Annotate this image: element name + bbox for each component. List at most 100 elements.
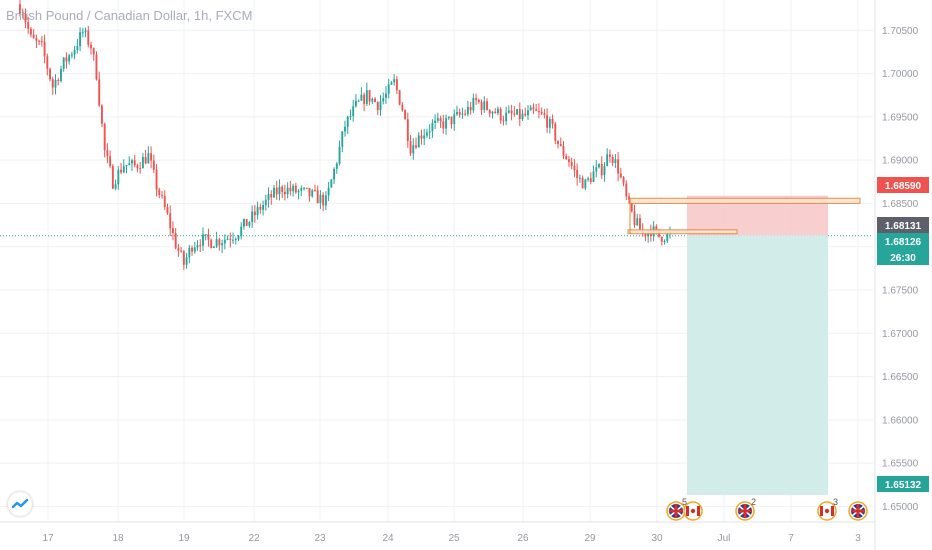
candle-body	[614, 159, 617, 163]
candle-body	[371, 98, 374, 102]
candle	[395, 76, 398, 95]
candle-body	[532, 107, 535, 110]
candle	[155, 164, 158, 197]
candle-body	[382, 97, 385, 102]
candle	[65, 52, 68, 69]
candle-body	[90, 44, 92, 49]
candle	[417, 132, 420, 148]
candle-body	[625, 183, 628, 197]
candle-body	[333, 168, 336, 180]
candle	[464, 109, 467, 117]
candle-body	[114, 184, 117, 189]
candle-body	[603, 166, 606, 176]
candle	[581, 175, 584, 189]
candle-body	[218, 239, 221, 246]
candle-body	[264, 199, 267, 206]
candle	[619, 167, 622, 179]
candle-body	[431, 123, 434, 132]
candle-body	[338, 146, 341, 164]
candle-body	[434, 120, 437, 124]
candle-body	[453, 114, 456, 125]
candle	[565, 153, 568, 160]
candle-body	[475, 98, 478, 100]
candle	[425, 128, 428, 138]
candle	[319, 190, 322, 209]
candle	[161, 190, 163, 199]
candle	[152, 154, 155, 173]
flag-band	[686, 506, 689, 516]
candle-body	[286, 187, 289, 195]
candle	[120, 162, 123, 175]
candle-body	[527, 110, 529, 116]
position-tool[interactable]	[687, 195, 828, 495]
candle-body	[415, 145, 417, 148]
candle-body	[516, 109, 519, 115]
candles	[19, 0, 671, 270]
candle	[278, 179, 281, 201]
price-tag-label: 1.68590	[885, 181, 922, 192]
uk-flag-icon[interactable]: 2	[735, 497, 756, 521]
candle	[259, 203, 262, 214]
candle	[234, 237, 237, 245]
y-tick-label: 1.66500	[882, 372, 919, 383]
candle-body	[133, 160, 136, 166]
supply-zone-box[interactable]	[629, 197, 861, 204]
candle	[458, 108, 461, 118]
candle	[191, 245, 194, 256]
candle-body	[54, 79, 57, 88]
candle	[87, 25, 90, 48]
candle-body	[344, 126, 346, 132]
candle-body	[491, 111, 494, 114]
candle-body	[281, 186, 284, 192]
drawn-boxes[interactable]	[627, 197, 861, 235]
take-profit-zone[interactable]	[687, 235, 828, 495]
entry-zone-box[interactable]	[627, 229, 738, 235]
candle	[24, 8, 27, 29]
candle-body	[543, 113, 546, 116]
candle-body	[420, 135, 423, 139]
candle	[70, 51, 73, 59]
candle	[185, 253, 188, 269]
price-tag-bg	[877, 177, 929, 193]
canada-flag-icon[interactable]	[683, 501, 703, 521]
candle-body	[199, 245, 202, 247]
candle-body	[215, 239, 218, 247]
candle-body	[395, 79, 398, 91]
candle	[147, 146, 150, 164]
candle-body	[464, 113, 467, 115]
candle-body	[622, 177, 625, 184]
candle-body	[387, 84, 390, 94]
candle-body	[374, 98, 376, 102]
candle-body	[180, 250, 183, 252]
candle-body	[65, 57, 68, 62]
candle	[49, 67, 51, 82]
uk-flag-icon[interactable]	[848, 501, 868, 521]
candle-body	[226, 238, 229, 240]
candle	[486, 98, 488, 111]
uk-flag-icon[interactable]: 5	[666, 497, 687, 521]
candle-body	[308, 188, 311, 197]
candle	[527, 105, 529, 120]
candle	[223, 234, 226, 250]
candle-body	[598, 163, 600, 168]
price-tag: 1.68131	[877, 217, 929, 233]
candle	[488, 109, 491, 118]
candle	[344, 120, 346, 137]
candle	[551, 114, 554, 129]
candle-body	[245, 219, 248, 226]
candle-body	[207, 234, 210, 240]
canada-flag-icon[interactable]: 3	[817, 497, 838, 521]
candle	[573, 158, 576, 178]
candle-body	[221, 243, 224, 246]
candle-body	[554, 123, 557, 141]
candle	[109, 150, 112, 169]
candle-body	[469, 106, 472, 111]
candle	[204, 234, 207, 241]
candle-body	[537, 110, 540, 112]
economic-events[interactable]: 5 2 3	[666, 497, 868, 521]
candle-body	[666, 233, 669, 242]
tradingview-logo[interactable]	[8, 492, 32, 516]
candle	[273, 184, 275, 198]
candle	[314, 184, 316, 192]
